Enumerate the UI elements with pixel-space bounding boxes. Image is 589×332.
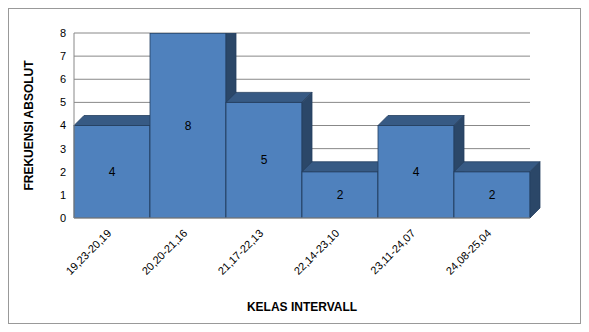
svg-text:6: 6 xyxy=(60,73,66,85)
svg-text:2: 2 xyxy=(489,188,496,202)
svg-text:2: 2 xyxy=(60,166,66,178)
svg-text:3: 3 xyxy=(60,143,66,155)
svg-text:20,20-21,16: 20,20-21,16 xyxy=(139,227,189,277)
svg-text:8: 8 xyxy=(185,119,192,133)
svg-text:5: 5 xyxy=(60,96,66,108)
svg-text:FREKUENSI ABSOLUT: FREKUENSI ABSOLUT xyxy=(22,60,36,191)
svg-text:19,23-20,19: 19,23-20,19 xyxy=(63,227,113,277)
svg-text:4: 4 xyxy=(60,119,66,131)
svg-text:4: 4 xyxy=(413,165,420,179)
svg-text:22,14-23,10: 22,14-23,10 xyxy=(291,227,341,277)
svg-text:2: 2 xyxy=(337,188,344,202)
svg-text:5: 5 xyxy=(261,153,268,167)
svg-text:8: 8 xyxy=(60,27,66,39)
svg-text:7: 7 xyxy=(60,50,66,62)
svg-text:23,11-24,07: 23,11-24,07 xyxy=(368,227,417,276)
svg-text:KELAS INTERVALL: KELAS INTERVALL xyxy=(247,300,357,314)
svg-text:0: 0 xyxy=(60,212,66,224)
svg-text:24,08-25,04: 24,08-25,04 xyxy=(443,227,493,277)
svg-text:21,17-22,13: 21,17-22,13 xyxy=(215,227,265,277)
svg-text:1: 1 xyxy=(60,189,66,201)
svg-text:4: 4 xyxy=(109,165,116,179)
